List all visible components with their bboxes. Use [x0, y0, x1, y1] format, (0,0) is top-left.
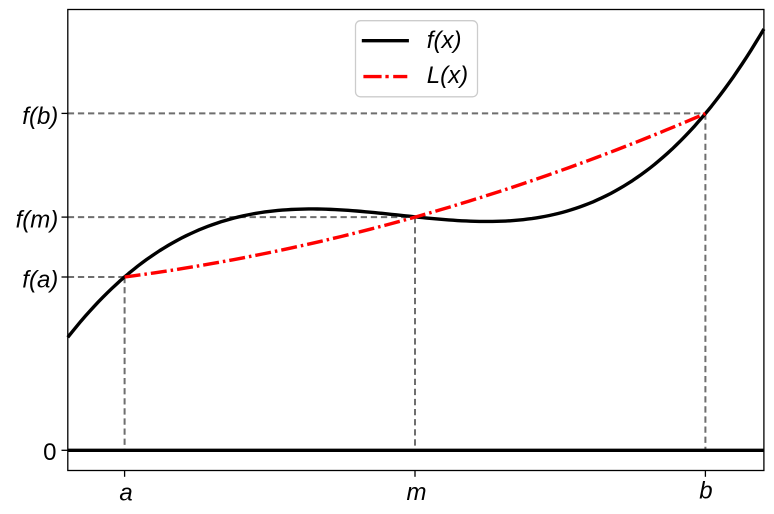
- svg-text:f(m): f(m): [16, 207, 59, 234]
- svg-text:b: b: [699, 478, 712, 505]
- svg-text:f(b): f(b): [22, 103, 58, 130]
- svg-text:0: 0: [43, 439, 56, 466]
- svg-text:a: a: [119, 480, 132, 507]
- svg-text:L(x): L(x): [427, 62, 468, 89]
- svg-text:f(x): f(x): [427, 27, 462, 54]
- svg-text:m: m: [407, 479, 427, 506]
- svg-text:f(a): f(a): [22, 266, 58, 293]
